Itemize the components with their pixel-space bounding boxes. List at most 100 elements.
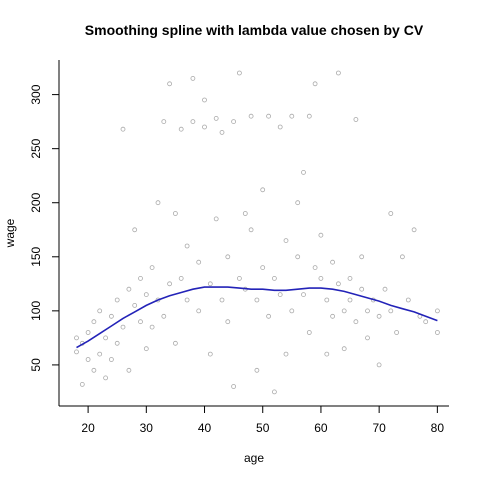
data-point xyxy=(399,254,405,260)
data-point xyxy=(277,124,283,130)
spline-line-group xyxy=(76,286,438,349)
data-point xyxy=(138,275,143,281)
x-axis-ticks: 20 30 40 50 60 70 80 xyxy=(81,406,444,435)
data-point xyxy=(283,351,289,357)
data-point xyxy=(225,254,231,260)
data-point xyxy=(172,211,178,216)
y-axis-ticks: 50 100 150 200 250 300 xyxy=(29,84,59,372)
data-point xyxy=(365,308,370,314)
data-point xyxy=(289,113,295,119)
data-point xyxy=(126,286,132,292)
x-tick-label: 50 xyxy=(256,421,270,435)
data-point xyxy=(335,281,341,287)
data-point xyxy=(190,76,196,81)
data-point xyxy=(172,340,178,346)
data-point xyxy=(260,187,266,193)
data-point xyxy=(266,113,272,119)
data-point xyxy=(97,308,103,314)
data-point xyxy=(231,384,237,389)
data-point xyxy=(109,357,114,362)
data-point xyxy=(132,302,138,308)
data-point xyxy=(312,81,318,87)
data-point xyxy=(178,275,184,281)
data-point xyxy=(289,308,295,314)
data-point xyxy=(260,265,266,271)
data-point xyxy=(341,346,347,352)
data-point xyxy=(97,351,103,357)
data-point xyxy=(347,275,353,281)
data-point xyxy=(114,340,120,346)
data-point xyxy=(318,232,324,238)
y-tick-label: 250 xyxy=(29,138,43,158)
data-point xyxy=(167,281,173,287)
data-point xyxy=(411,227,417,233)
data-point xyxy=(155,200,161,206)
data-point xyxy=(382,286,388,292)
data-point xyxy=(126,367,132,373)
x-tick-label: 60 xyxy=(314,421,328,435)
x-tick-label: 40 xyxy=(198,421,212,435)
data-point xyxy=(376,362,382,368)
data-point xyxy=(295,254,301,260)
data-point xyxy=(318,275,324,281)
data-point xyxy=(306,113,312,119)
data-point xyxy=(283,238,289,244)
data-point xyxy=(295,200,301,206)
data-point xyxy=(301,292,306,298)
data-point xyxy=(114,297,120,303)
data-point xyxy=(103,335,108,341)
data-point xyxy=(202,97,207,103)
x-tick-label: 70 xyxy=(372,421,386,435)
data-point xyxy=(79,381,85,387)
data-point xyxy=(324,351,330,357)
data-point xyxy=(434,308,440,314)
data-point xyxy=(347,297,353,303)
data-point xyxy=(248,113,254,119)
data-point xyxy=(236,275,242,281)
y-tick-label: 100 xyxy=(29,301,43,321)
data-point xyxy=(74,335,79,341)
data-point xyxy=(120,126,126,132)
data-point xyxy=(330,313,336,319)
spline-line xyxy=(76,286,438,349)
data-point xyxy=(207,351,213,357)
data-point xyxy=(143,292,149,298)
data-point xyxy=(207,281,213,287)
data-point xyxy=(149,265,155,271)
data-point xyxy=(167,81,173,87)
data-point xyxy=(202,124,207,130)
data-point xyxy=(178,126,184,132)
data-point xyxy=(248,227,254,233)
axes xyxy=(58,60,449,407)
data-point xyxy=(149,324,155,330)
data-point xyxy=(353,117,359,122)
y-tick-label: 150 xyxy=(29,246,43,266)
x-tick-label: 80 xyxy=(431,421,445,435)
data-point xyxy=(434,330,440,335)
data-point xyxy=(306,330,312,335)
data-point xyxy=(231,119,237,124)
data-point xyxy=(271,275,277,281)
data-point xyxy=(143,346,149,352)
data-point xyxy=(324,297,330,303)
data-point xyxy=(132,227,138,233)
scatter-points xyxy=(74,70,440,395)
x-axis-label: age xyxy=(244,451,264,465)
data-point xyxy=(219,129,225,135)
x-tick-label: 30 xyxy=(140,421,154,435)
data-point xyxy=(359,254,365,260)
data-point xyxy=(120,324,126,330)
data-point xyxy=(103,375,108,381)
data-point xyxy=(312,265,318,271)
data-point xyxy=(213,216,219,222)
data-point xyxy=(301,169,306,175)
data-point xyxy=(359,286,365,292)
y-axis-label: wage xyxy=(3,218,17,248)
data-point xyxy=(109,313,114,319)
data-point xyxy=(254,367,260,373)
data-point xyxy=(190,119,196,124)
data-point xyxy=(277,292,283,298)
data-point xyxy=(266,313,272,319)
data-point xyxy=(85,330,91,335)
data-point xyxy=(388,211,394,216)
